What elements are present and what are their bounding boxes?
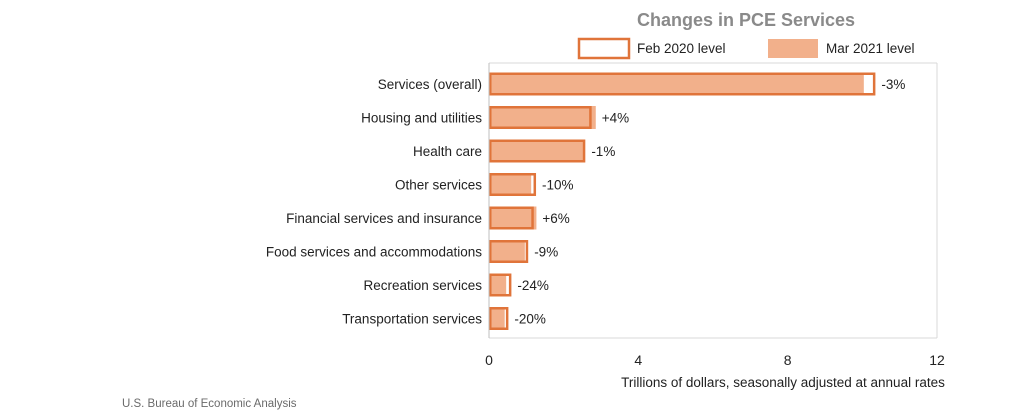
legend-swatch-mar-2021: [768, 39, 818, 58]
category-label-food-services-and-accommodations: Food services and accommodations: [266, 245, 482, 260]
bar-feb-2020-other-services: [489, 173, 537, 196]
bar-mar-2021-health-care: [489, 139, 585, 163]
data-label-financial-services-and-insurance: +6%: [542, 211, 569, 226]
bar-mar-2021-other-services: [489, 173, 532, 196]
bar-feb-2020-food-services-and-accommodations: [489, 240, 529, 263]
x-axis-label: Trillions of dollars, seasonally adjuste…: [621, 375, 945, 390]
x-tick-8: 8: [784, 352, 792, 368]
category-labels: Services (overall) Housing and utilities H…: [266, 77, 482, 327]
legend: Feb 2020 level Mar 2021 level: [577, 37, 915, 60]
category-label-transportation-services: Transportation services: [342, 312, 482, 327]
category-label-other-services: Other services: [395, 178, 482, 193]
data-label-transportation-services: -20%: [514, 312, 546, 327]
x-tick-0: 0: [485, 352, 493, 368]
data-labels: -3% +4% -1% -10% +6% -9% -24% -20%: [514, 77, 905, 327]
source-note: U.S. Bureau of Economic Analysis: [122, 398, 297, 410]
data-label-recreation-services: -24%: [517, 278, 549, 293]
bar-feb-2020-recreation-services: [489, 273, 512, 297]
bar-feb-2020-health-care: [489, 139, 586, 163]
x-tick-12: 12: [929, 352, 945, 368]
category-label-health-care: Health care: [413, 144, 482, 159]
legend-label-feb-2020: Feb 2020 level: [637, 41, 726, 56]
bar-mar-2021-housing-and-utilities: [489, 106, 596, 129]
bar-feb-2020-transportation-services: [489, 307, 509, 330]
data-label-food-services-and-accommodations: -9%: [534, 245, 558, 260]
chart-title: Changes in PCE Services: [637, 10, 855, 30]
category-label-housing-and-utilities: Housing and utilities: [361, 111, 482, 126]
bar-mar-2021-services-overall: [489, 72, 864, 96]
bar-feb-2020-services-overall: [489, 72, 876, 96]
legend-label-mar-2021: Mar 2021 level: [826, 41, 915, 56]
category-label-services-overall: Services (overall): [378, 77, 482, 92]
data-label-services-overall: -3%: [881, 77, 905, 92]
data-label-health-care: -1%: [591, 144, 615, 159]
category-label-financial-services-and-insurance: Financial services and insurance: [286, 211, 482, 226]
x-tick-4: 4: [634, 352, 642, 368]
legend-swatch-feb-2020: [577, 37, 631, 60]
data-label-other-services: -10%: [542, 178, 574, 193]
bar-feb-2020-financial-services-and-insurance: [489, 206, 534, 230]
data-label-housing-and-utilities: +4%: [602, 111, 629, 126]
bar-mar-2021-recreation-services: [489, 273, 507, 297]
x-tick-labels: 0 4 8 12: [485, 352, 945, 368]
bar-feb-2020-housing-and-utilities: [489, 106, 592, 129]
category-label-recreation-services: Recreation services: [363, 278, 482, 293]
bar-mar-2021-food-services-and-accommodations: [489, 240, 525, 263]
bar-mar-2021-financial-services-and-insurance: [489, 206, 537, 230]
bars-group: [489, 72, 876, 330]
bar-mar-2021-transportation-services: [489, 307, 505, 330]
